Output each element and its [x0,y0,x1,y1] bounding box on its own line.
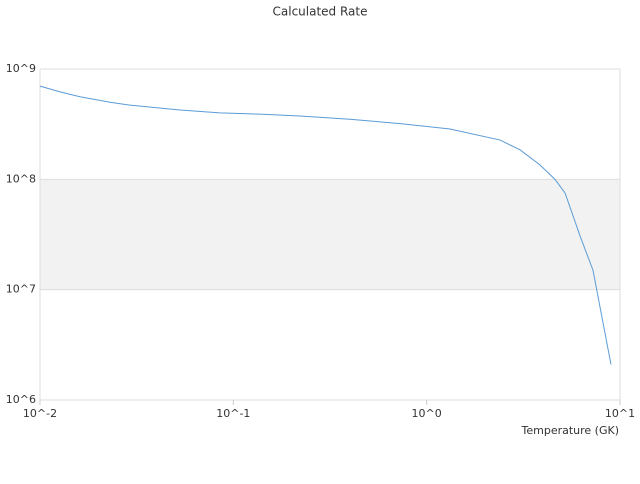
x-tick-label: 10^-1 [216,407,250,420]
x-tick-label: 10^1 [605,407,635,420]
line-series [39,85,612,365]
chart-title: Calculated Rate [273,5,368,19]
y-tick-label: 10^8 [6,172,36,185]
x-tick-label: 10^0 [412,407,442,420]
x-axis-label: Temperature (GK) [521,424,620,437]
y-tick-label: 10^6 [6,393,36,406]
y-tick-label: 10^9 [6,62,36,75]
grid-band [40,179,620,290]
x-tick-label: 10^-2 [23,407,57,420]
y-tick-label: 10^7 [6,283,36,296]
